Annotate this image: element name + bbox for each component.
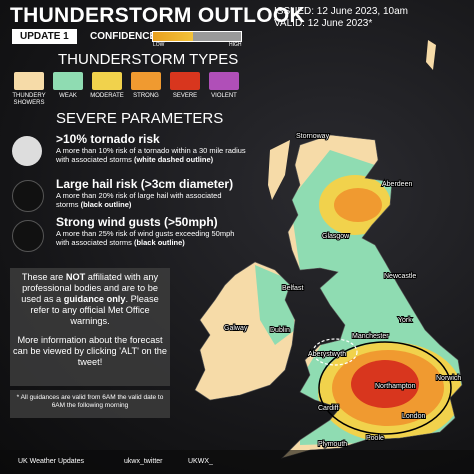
parameter-description: A more than 25% risk of wind gusts excee… — [56, 229, 246, 247]
text-segment: These are — [21, 272, 66, 282]
parameter-title: Large hail risk (>3cm diameter) — [56, 177, 234, 191]
type-label: MODERATE — [90, 93, 124, 99]
type-label: SEVERE — [172, 93, 198, 99]
confidence-label: CONFIDENCE: — [90, 31, 160, 42]
type-swatch — [170, 72, 200, 90]
confidence-low: LOW — [153, 42, 165, 48]
parameter: Strong wind gusts (>50mph) A more than 25… — [56, 215, 246, 247]
issue-info: ISSUED: 12 June 2023, 10am VALID: 12 Jun… — [274, 6, 408, 30]
type-swatch — [14, 72, 44, 90]
type-swatch — [209, 72, 239, 90]
type-item: WEAK — [49, 72, 87, 100]
text-segment: (white dashed outline) — [133, 155, 214, 164]
map-label: Dublin — [270, 327, 290, 334]
wind-icon — [12, 220, 44, 252]
map-label: Stornoway — [296, 133, 330, 140]
type-label: THUNDERY SHOWERS — [12, 93, 46, 106]
text-segment: guidance only — [63, 294, 126, 304]
hail-icon — [12, 180, 44, 212]
severe-area — [351, 360, 419, 408]
map-label: Poole — [366, 435, 384, 442]
valid: VALID: 12 June 2023* — [274, 18, 373, 29]
type-item: MODERATE — [88, 72, 126, 100]
map-label: Glasgow — [322, 233, 350, 240]
text-segment: More information about the forecast can … — [13, 335, 167, 367]
tornado-icon — [12, 136, 42, 166]
text-segment: NOT — [65, 272, 86, 282]
handle: UKWX_ — [188, 458, 213, 465]
parameter-title: >10% tornado risk — [56, 132, 160, 146]
issued: ISSUED: 12 June 2023, 10am — [274, 6, 408, 17]
parameter: Large hail risk (>3cm diameter) A more th… — [56, 177, 246, 209]
strong-area — [334, 188, 382, 222]
risk-areas — [255, 150, 462, 445]
map-labels: Stornoway Aberdeen Glasgow Newcastle Belfast… — [223, 132, 462, 449]
parameter-description: A more than 10% risk of a tornado within… — [56, 146, 246, 164]
disclaimer: These are NOT affiliated with any profes… — [10, 268, 170, 386]
text-segment: . Please refer to any official Met Offic… — [30, 294, 159, 326]
type-item: THUNDERY SHOWERS — [10, 72, 48, 107]
text-segment: A more than 10% risk of a tornado within… — [56, 146, 246, 164]
disclaimer-paragraph: These are NOT affiliated with any profes… — [13, 272, 167, 327]
footnote: * All guidances are valid from 6AM the v… — [10, 390, 170, 418]
types-heading: THUNDERSTORM TYPES — [58, 51, 239, 68]
map-label: Plymouth — [318, 441, 347, 448]
type-item: STRONG — [127, 72, 165, 100]
brand: UK Weather Updates — [18, 458, 85, 465]
disclaimer-paragraph: More information about the forecast can … — [13, 335, 167, 368]
footer: UK Weather Updates ukwx_twitter UKWX_ — [0, 450, 474, 474]
twitter: ukwx_twitter — [124, 458, 163, 465]
update-badge: UPDATE 1 — [12, 29, 77, 44]
type-item: VIOLENT — [205, 72, 243, 100]
type-swatch — [92, 72, 122, 90]
title: THUNDERSTORM OUTLOOK — [10, 4, 305, 27]
map-label: Galway — [224, 325, 248, 332]
map-label: Aberdeen — [382, 181, 412, 188]
text-segment: A more than 20% risk of large hail with … — [56, 191, 222, 209]
confidence-fill — [153, 32, 193, 41]
map-label: Northampton — [375, 383, 416, 390]
text-segment: (black outline) — [80, 200, 132, 209]
text-segment: A more than 25% risk of wind gusts excee… — [56, 229, 235, 247]
type-swatch — [131, 72, 161, 90]
map-label: Manchester — [352, 333, 389, 340]
type-item: SEVERE — [166, 72, 204, 100]
map-label: York — [398, 317, 412, 324]
weak-area — [255, 265, 295, 345]
type-label: VIOLENT — [211, 93, 237, 99]
map-label: Aberystwyth — [308, 351, 346, 358]
text-segment: affiliated with any professional bodies … — [21, 272, 159, 304]
parameter-title: Strong wind gusts (>50mph) — [56, 215, 218, 229]
map-label: Cardiff — [318, 405, 339, 412]
map-label: London — [402, 413, 425, 420]
parameters-heading: SEVERE PARAMETERS — [56, 110, 224, 127]
parameter-description: A more than 20% risk of large hail with … — [56, 191, 246, 209]
confidence-high: HIGH — [229, 42, 242, 48]
confidence-bar — [152, 31, 242, 42]
type-label: WEAK — [59, 93, 77, 99]
map-label: Newcastle — [384, 273, 416, 280]
hail-wind-outline — [318, 341, 452, 435]
type-swatch — [53, 72, 83, 90]
text-segment: (black outline) — [133, 238, 185, 247]
type-label: STRONG — [133, 93, 159, 99]
tornado-outline — [312, 338, 358, 366]
map-label: Norwich — [436, 375, 461, 382]
parameter: >10% tornado risk A more than 10% risk of… — [56, 132, 246, 164]
map-label: Belfast — [282, 285, 303, 292]
